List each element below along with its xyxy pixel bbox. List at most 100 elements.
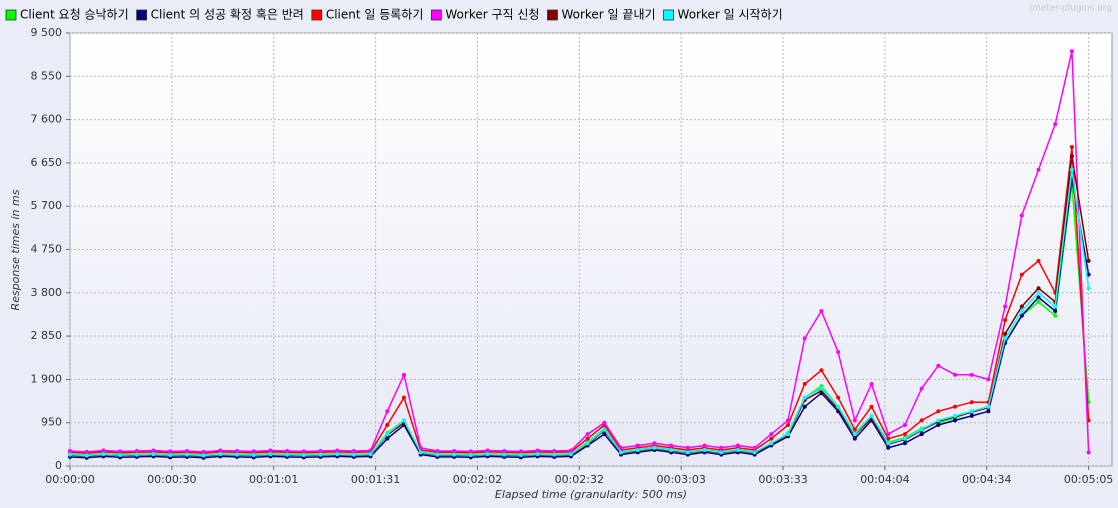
data-point (1036, 299, 1041, 304)
data-point (786, 422, 791, 427)
data-point (969, 409, 974, 414)
data-point (101, 452, 106, 457)
x-tick-label: 00:00:30 (147, 473, 196, 486)
data-point (652, 445, 657, 450)
data-point (134, 448, 139, 453)
data-point (1053, 304, 1058, 309)
data-point (819, 309, 824, 314)
data-point (585, 441, 590, 446)
data-point (1036, 290, 1041, 295)
data-point (234, 452, 239, 457)
data-point (602, 420, 607, 425)
watermark: jmeter-plugins.org (1029, 4, 1112, 14)
data-point (719, 450, 724, 455)
series (68, 167, 1091, 458)
data-point (869, 404, 874, 409)
data-point (1019, 309, 1024, 314)
data-point (652, 441, 657, 446)
data-point (986, 404, 991, 409)
data-point (635, 443, 640, 448)
x-tick-label: 00:04:04 (860, 473, 909, 486)
data-point (535, 448, 540, 453)
data-point (936, 418, 941, 423)
x-tick-label: 00:00:00 (45, 473, 94, 486)
data-point (1069, 167, 1074, 172)
data-point (435, 448, 440, 453)
data-point (852, 432, 857, 437)
data-point (268, 448, 273, 453)
data-point (585, 436, 590, 441)
data-point (134, 452, 139, 457)
y-tick-label: 8 550 (31, 69, 63, 82)
data-point (869, 413, 874, 418)
data-point (1036, 258, 1041, 263)
data-point (452, 448, 457, 453)
data-point (518, 449, 523, 454)
data-point (1003, 304, 1008, 309)
data-point (635, 448, 640, 453)
data-point (936, 363, 941, 368)
legend-swatch (311, 9, 323, 21)
data-point (953, 372, 958, 377)
data-point (1053, 309, 1058, 314)
data-point (836, 395, 841, 400)
y-tick-label: 3 800 (31, 286, 63, 299)
x-tick-label: 00:04:34 (962, 473, 1011, 486)
y-tick-label: 1 900 (31, 372, 63, 385)
legend-swatch (547, 9, 558, 21)
y-axis-label: Response times in ms (9, 189, 22, 310)
data-point (619, 450, 624, 455)
data-point (1019, 304, 1024, 309)
data-point (1086, 258, 1091, 263)
legend-label: Client 일 등록하기 (326, 8, 424, 22)
data-point (485, 448, 490, 453)
data-point (218, 448, 223, 453)
x-tick-label: 00:02:32 (555, 473, 604, 486)
data-point (819, 368, 824, 373)
x-tick-label: 00:02:02 (453, 473, 502, 486)
data-point (201, 453, 206, 458)
x-tick-label: 00:05:05 (1064, 473, 1113, 486)
data-point (752, 450, 757, 455)
data-point (285, 448, 290, 453)
data-point (769, 441, 774, 446)
data-point (268, 452, 273, 457)
data-point (786, 432, 791, 437)
data-point (318, 448, 323, 453)
legend-label: Worker 일 끝내기 (561, 8, 655, 22)
legend-label: Worker 구직 신청 (445, 8, 539, 22)
data-point (68, 448, 72, 453)
data-point (418, 450, 423, 455)
data-point (1069, 144, 1074, 149)
data-point (1086, 450, 1091, 455)
data-point (1003, 336, 1008, 341)
data-point (769, 432, 774, 437)
x-tick-label: 00:03:33 (758, 473, 807, 486)
legend-swatch (663, 9, 674, 21)
data-point (385, 436, 390, 441)
data-point (552, 448, 557, 453)
data-point (902, 422, 907, 427)
data-point (84, 453, 89, 458)
data-point (568, 448, 573, 453)
x-tick-label: 00:01:31 (351, 473, 400, 486)
data-point (118, 453, 123, 458)
data-point (168, 449, 173, 454)
data-point (735, 448, 740, 453)
data-point (702, 443, 707, 448)
data-point (84, 449, 89, 454)
data-point (902, 432, 907, 437)
data-point (1086, 272, 1091, 277)
data-point (902, 436, 907, 441)
data-point (301, 453, 306, 458)
series-line (69, 146, 1090, 454)
data-point (852, 427, 857, 432)
data-point (886, 432, 891, 437)
data-point (685, 450, 690, 455)
data-point (184, 452, 189, 457)
data-point (886, 441, 891, 446)
data-point (969, 400, 974, 405)
data-point (535, 452, 540, 457)
data-point (969, 413, 974, 418)
